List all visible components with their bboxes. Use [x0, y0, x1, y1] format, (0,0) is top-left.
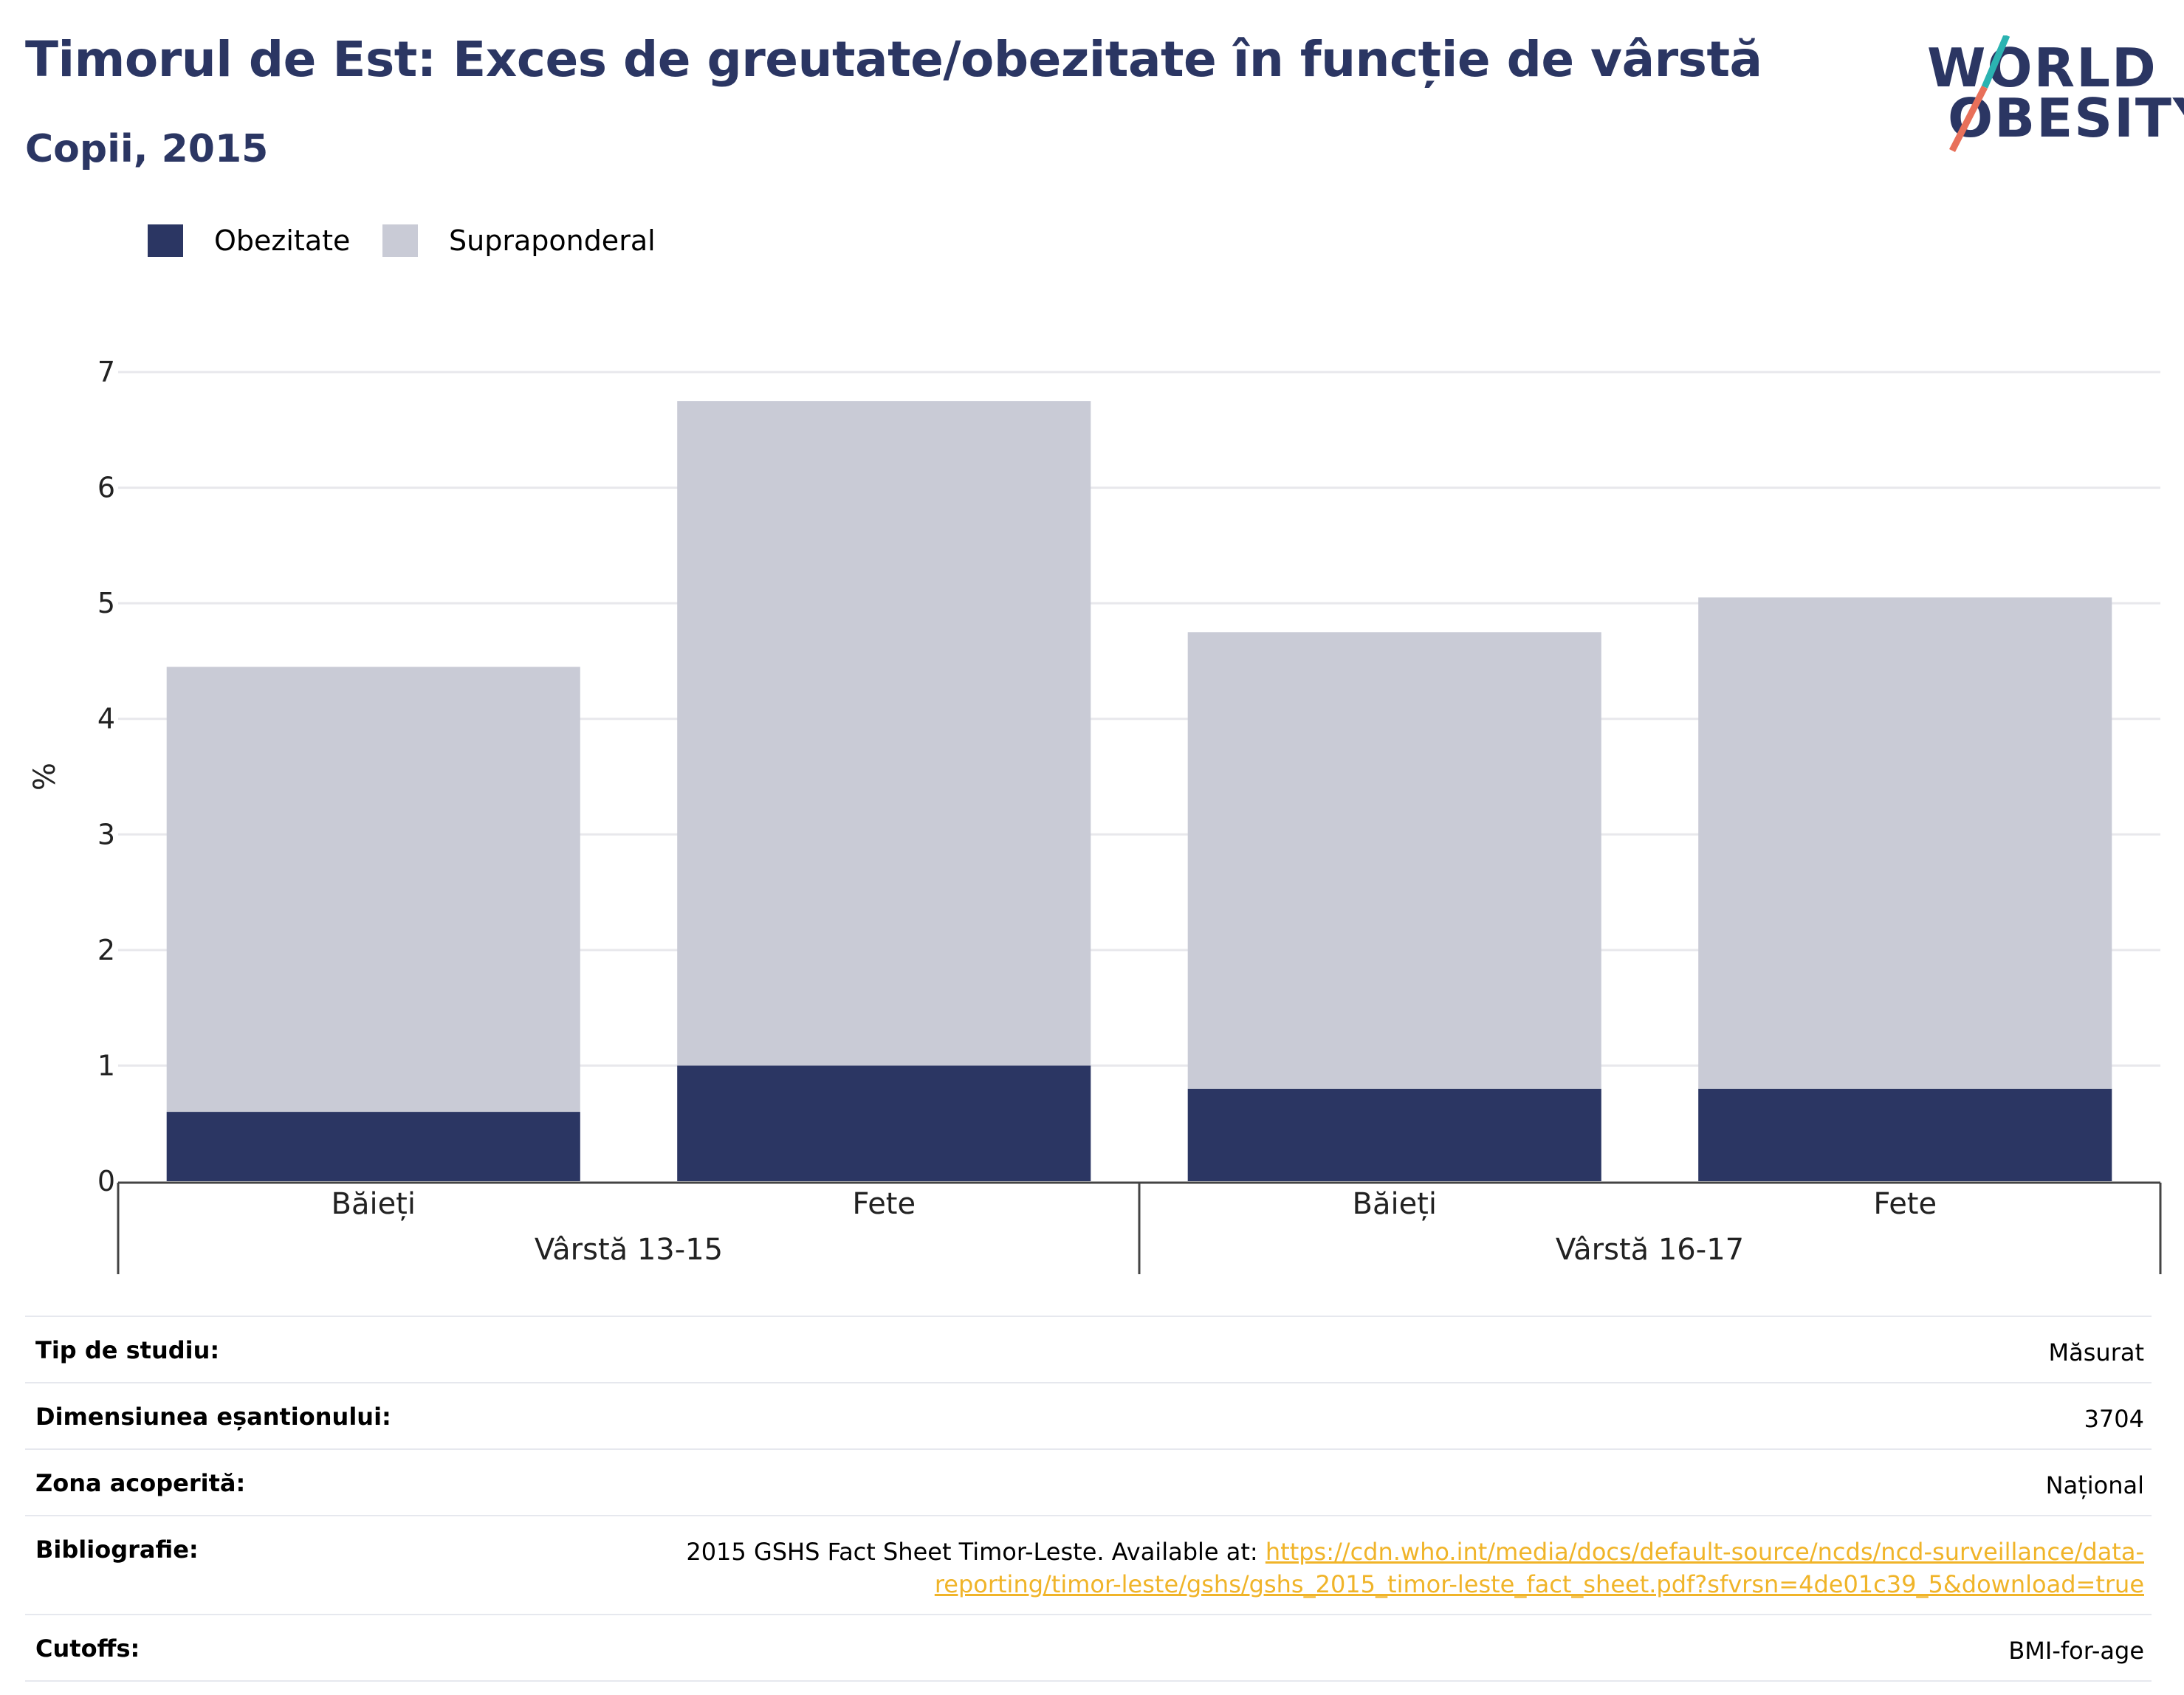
meta-val-cutoffs: BMI-for-age	[2008, 1637, 2144, 1665]
meta-row-sample-size: Dimensiunea eșantionului: 3704	[25, 1382, 2152, 1448]
metadata-table: Tip de studiu: Măsurat Dimensiunea eșant…	[25, 1316, 2152, 1682]
meta-key-cutoffs: Cutoffs:	[35, 1634, 140, 1663]
bar-obezitate-4	[1698, 1088, 2112, 1181]
chart-subtitle: Copii, 2015	[25, 127, 269, 171]
group-label: Vârstă 13-15	[535, 1233, 723, 1267]
y-axis-label: %	[28, 763, 62, 791]
bar-chart: 0 1 2 3 4 5 6 7% Băieți Fete Băieți Fete Vârstă 13-1…	[28, 356, 2162, 1274]
bar-supraponderal-1	[166, 667, 580, 1113]
meta-key-sample-size: Dimensiunea eșantionului:	[35, 1403, 391, 1431]
y-tick-label: 2	[97, 934, 115, 966]
meta-key-bibliography: Bibliografie:	[35, 1536, 199, 1564]
x-tick-label: Băieți	[332, 1187, 416, 1221]
meta-row-bibliography: Bibliografie: 2015 GSHS Fact Sheet Timor…	[25, 1515, 2152, 1614]
meta-val-study-type: Măsurat	[2048, 1338, 2144, 1366]
logo-line-1: WORLD	[1927, 37, 2157, 99]
bar-obezitate-1	[166, 1112, 580, 1181]
meta-val-sample-size: 3704	[2084, 1405, 2144, 1433]
y-tick-label: 1	[97, 1049, 115, 1082]
meta-key-study-type: Tip de studiu:	[35, 1336, 220, 1364]
bar-supraponderal-4	[1698, 597, 2112, 1089]
bibliography-link-line-2[interactable]: reporting/timor-leste/gshs/gshs_2015_tim…	[934, 1570, 2144, 1598]
legend-swatch-obezitate	[148, 224, 183, 257]
x-tick-label: Fete	[852, 1187, 916, 1221]
meta-row-coverage: Zona acoperită: Național	[25, 1448, 2152, 1515]
legend-label-obezitate: Obezitate	[214, 224, 351, 257]
x-tick-label: Fete	[1873, 1187, 1937, 1221]
chart-title: Timorul de Est: Exces de greutate/obezit…	[25, 31, 1762, 88]
bibliography-text: 2015 GSHS Fact Sheet Timor-Leste. Availa…	[686, 1538, 1266, 1566]
bar-supraponderal-2	[677, 401, 1091, 1066]
bar-obezitate-3	[1187, 1088, 1601, 1181]
meta-val-coverage: Național	[2045, 1471, 2144, 1499]
bibliography-link-line-1[interactable]: https://cdn.who.int/media/docs/default-s…	[1265, 1538, 2144, 1566]
meta-row-study-type: Tip de studiu: Măsurat	[25, 1316, 2152, 1382]
bar-supraponderal-3	[1187, 632, 1601, 1089]
logo-slash-icon	[1948, 35, 2010, 153]
legend-swatch-supraponderal	[382, 224, 418, 257]
y-tick-label: 5	[97, 587, 115, 619]
y-tick-label: 3	[97, 818, 115, 850]
y-tick-label: 0	[97, 1165, 115, 1197]
legend-label-supraponderal: Supraponderal	[449, 224, 656, 257]
y-tick-label: 7	[97, 356, 115, 388]
logo-line-2: OBESITY	[1948, 87, 2184, 149]
world-obesity-logo: WORLD OBESITY	[1927, 35, 2184, 154]
meta-key-coverage: Zona acoperită:	[35, 1469, 246, 1497]
group-label: Vârstă 16-17	[1556, 1233, 1744, 1267]
meta-row-cutoffs: Cutoffs: BMI-for-age	[25, 1614, 2152, 1682]
meta-val-bibliography: 2015 GSHS Fact Sheet Timor-Leste. Availa…	[686, 1536, 2144, 1601]
y-tick-label: 6	[97, 472, 115, 504]
bar-obezitate-2	[677, 1065, 1091, 1181]
x-tick-label: Băieți	[1353, 1187, 1437, 1221]
y-tick-label: 4	[97, 703, 115, 735]
